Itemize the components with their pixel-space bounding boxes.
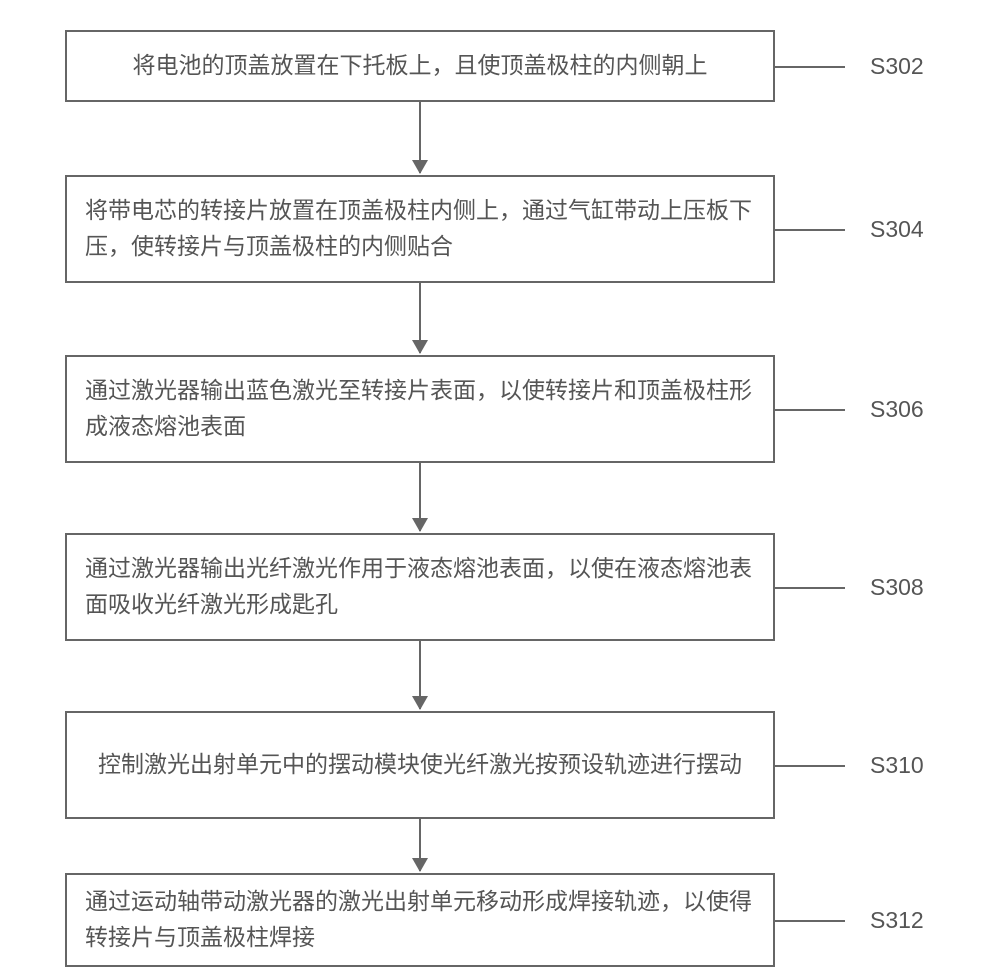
step-connector-line (775, 409, 845, 411)
flow-step-label: S304 (870, 216, 924, 243)
flow-step-text: 通过运动轴带动激光器的激光出射单元移动形成焊接轨迹，以使得转接片与顶盖极柱焊接 (85, 884, 755, 955)
flow-arrow (419, 463, 421, 531)
flow-step-box: 通过激光器输出蓝色激光至转接片表面，以使转接片和顶盖极柱形成液态熔池表面 (65, 355, 775, 463)
flow-step-label: S306 (870, 396, 924, 423)
flow-arrow (419, 819, 421, 871)
flow-step-box: 将带电芯的转接片放置在顶盖极柱内侧上，通过气缸带动上压板下压，使转接片与顶盖极柱… (65, 175, 775, 283)
flowchart-canvas: 将电池的顶盖放置在下托板上，且使顶盖极柱的内侧朝上 S302 将带电芯的转接片放置在… (0, 0, 1000, 976)
flow-arrow (419, 283, 421, 353)
step-connector-line (775, 229, 845, 231)
flow-step-text: 将电池的顶盖放置在下托板上，且使顶盖极柱的内侧朝上 (133, 48, 708, 84)
step-connector-line (775, 66, 845, 68)
flow-step-text: 通过激光器输出蓝色激光至转接片表面，以使转接片和顶盖极柱形成液态熔池表面 (85, 373, 755, 444)
step-connector-line (775, 765, 845, 767)
flow-step-text: 将带电芯的转接片放置在顶盖极柱内侧上，通过气缸带动上压板下压，使转接片与顶盖极柱… (85, 193, 755, 264)
flow-step-box: 控制激光出射单元中的摆动模块使光纤激光按预设轨迹进行摆动 (65, 711, 775, 819)
flow-step-text: 通过激光器输出光纤激光作用于液态熔池表面，以使在液态熔池表面吸收光纤激光形成匙孔 (85, 551, 755, 622)
step-connector-line (775, 587, 845, 589)
flow-step-box: 通过激光器输出光纤激光作用于液态熔池表面，以使在液态熔池表面吸收光纤激光形成匙孔 (65, 533, 775, 641)
flow-step-label: S308 (870, 574, 924, 601)
flow-step-label: S302 (870, 53, 924, 80)
step-connector-line (775, 920, 845, 922)
flow-step-box: 将电池的顶盖放置在下托板上，且使顶盖极柱的内侧朝上 (65, 30, 775, 102)
flow-step-label: S312 (870, 907, 924, 934)
flow-step-text: 控制激光出射单元中的摆动模块使光纤激光按预设轨迹进行摆动 (98, 747, 742, 783)
flow-arrow (419, 641, 421, 709)
flow-step-box: 通过运动轴带动激光器的激光出射单元移动形成焊接轨迹，以使得转接片与顶盖极柱焊接 (65, 873, 775, 967)
flow-arrow (419, 102, 421, 173)
flow-step-label: S310 (870, 752, 924, 779)
